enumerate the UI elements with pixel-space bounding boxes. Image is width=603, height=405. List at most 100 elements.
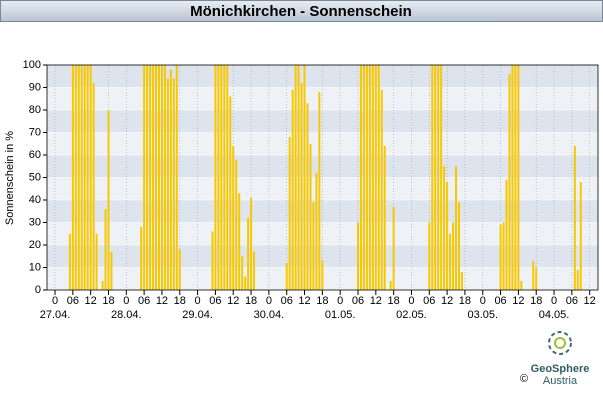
date-label: 04.05. — [539, 309, 570, 321]
bar — [499, 224, 502, 290]
bar — [300, 83, 303, 290]
bar — [288, 137, 291, 290]
x-tick-label: 12 — [298, 295, 310, 307]
bar — [110, 251, 113, 290]
bar — [238, 193, 241, 290]
y-tick-label: 100 — [23, 59, 41, 71]
x-tick-label: 06 — [67, 295, 79, 307]
band — [47, 110, 598, 133]
bar — [508, 74, 511, 290]
y-tick-label: 70 — [29, 126, 41, 138]
bar — [211, 231, 214, 290]
band — [47, 155, 598, 178]
logo — [548, 331, 572, 355]
bar — [303, 65, 306, 290]
bar — [294, 65, 297, 290]
x-tick-label: 18 — [102, 295, 114, 307]
x-tick-label: 06 — [138, 295, 150, 307]
bar — [511, 65, 514, 290]
x-tick-label: 18 — [316, 295, 328, 307]
x-tick-label: 12 — [85, 295, 97, 307]
bar — [149, 65, 152, 290]
plot-frame — [46, 64, 599, 291]
bar — [172, 78, 175, 290]
x-tick-label: 0 — [195, 295, 201, 307]
bar — [160, 65, 163, 290]
bar — [356, 222, 359, 290]
bar — [89, 65, 92, 290]
bar — [437, 65, 440, 290]
y-tick-label: 80 — [29, 104, 41, 116]
bar — [449, 233, 452, 290]
bar — [77, 65, 80, 290]
bar — [247, 218, 250, 290]
bar — [309, 143, 312, 290]
y-tick-label: 60 — [29, 149, 41, 161]
bar — [217, 65, 220, 290]
date-label: 02.05. — [396, 309, 427, 321]
bar — [232, 146, 235, 290]
bar — [380, 89, 383, 290]
x-tick-label: 18 — [388, 295, 400, 307]
bar — [297, 65, 300, 290]
bar — [214, 65, 217, 290]
bar — [368, 65, 371, 290]
bar — [315, 173, 318, 290]
bar — [517, 65, 520, 290]
bar — [579, 182, 582, 290]
x-tick-label: 0 — [408, 295, 414, 307]
date-label: 28.04. — [111, 309, 142, 321]
bar — [365, 65, 368, 290]
logo-sub: Austria — [543, 375, 578, 387]
bar — [220, 65, 223, 290]
x-tick-label: 0 — [337, 295, 343, 307]
bar — [285, 263, 288, 290]
bar — [460, 272, 463, 290]
bar — [68, 233, 71, 290]
x-tick-label: 12 — [156, 295, 168, 307]
date-label: 01.05. — [325, 309, 356, 321]
copyright: © — [520, 373, 528, 385]
date-label: 30.04. — [254, 309, 285, 321]
bar — [235, 159, 238, 290]
x-tick-label: 12 — [512, 295, 524, 307]
bar — [80, 65, 83, 290]
x-tick-label: 12 — [584, 295, 596, 307]
bar — [250, 197, 253, 290]
bar — [155, 65, 158, 290]
bar — [229, 96, 232, 290]
bar — [514, 65, 517, 290]
bar — [83, 65, 86, 290]
bar — [392, 206, 395, 290]
x-tick-label: 18 — [174, 295, 186, 307]
x-tick-label: 0 — [266, 295, 272, 307]
bar — [104, 209, 107, 290]
bar — [434, 65, 437, 290]
bar — [101, 281, 104, 290]
bar — [573, 146, 576, 290]
bar — [576, 269, 579, 290]
bar — [169, 69, 172, 290]
bar — [86, 65, 89, 290]
bar — [452, 222, 455, 290]
y-tick-label: 0 — [35, 284, 41, 296]
band — [47, 65, 598, 88]
bar — [166, 78, 169, 290]
x-tick-label: 12 — [370, 295, 382, 307]
bar — [389, 281, 392, 290]
bar — [152, 65, 155, 290]
bar — [253, 251, 256, 290]
date-label: 27.04. — [40, 309, 71, 321]
bar — [505, 179, 508, 290]
y-tick-label: 30 — [29, 216, 41, 228]
x-tick-label: 06 — [423, 295, 435, 307]
y-axis-label: Sonnenschein in % — [4, 131, 16, 225]
bar — [157, 65, 160, 290]
bar — [532, 260, 535, 290]
bar — [371, 65, 374, 290]
bar — [431, 65, 434, 290]
x-tick-label: 12 — [227, 295, 239, 307]
bar — [502, 222, 505, 290]
x-tick-label: 18 — [245, 295, 257, 307]
bar — [291, 89, 294, 290]
